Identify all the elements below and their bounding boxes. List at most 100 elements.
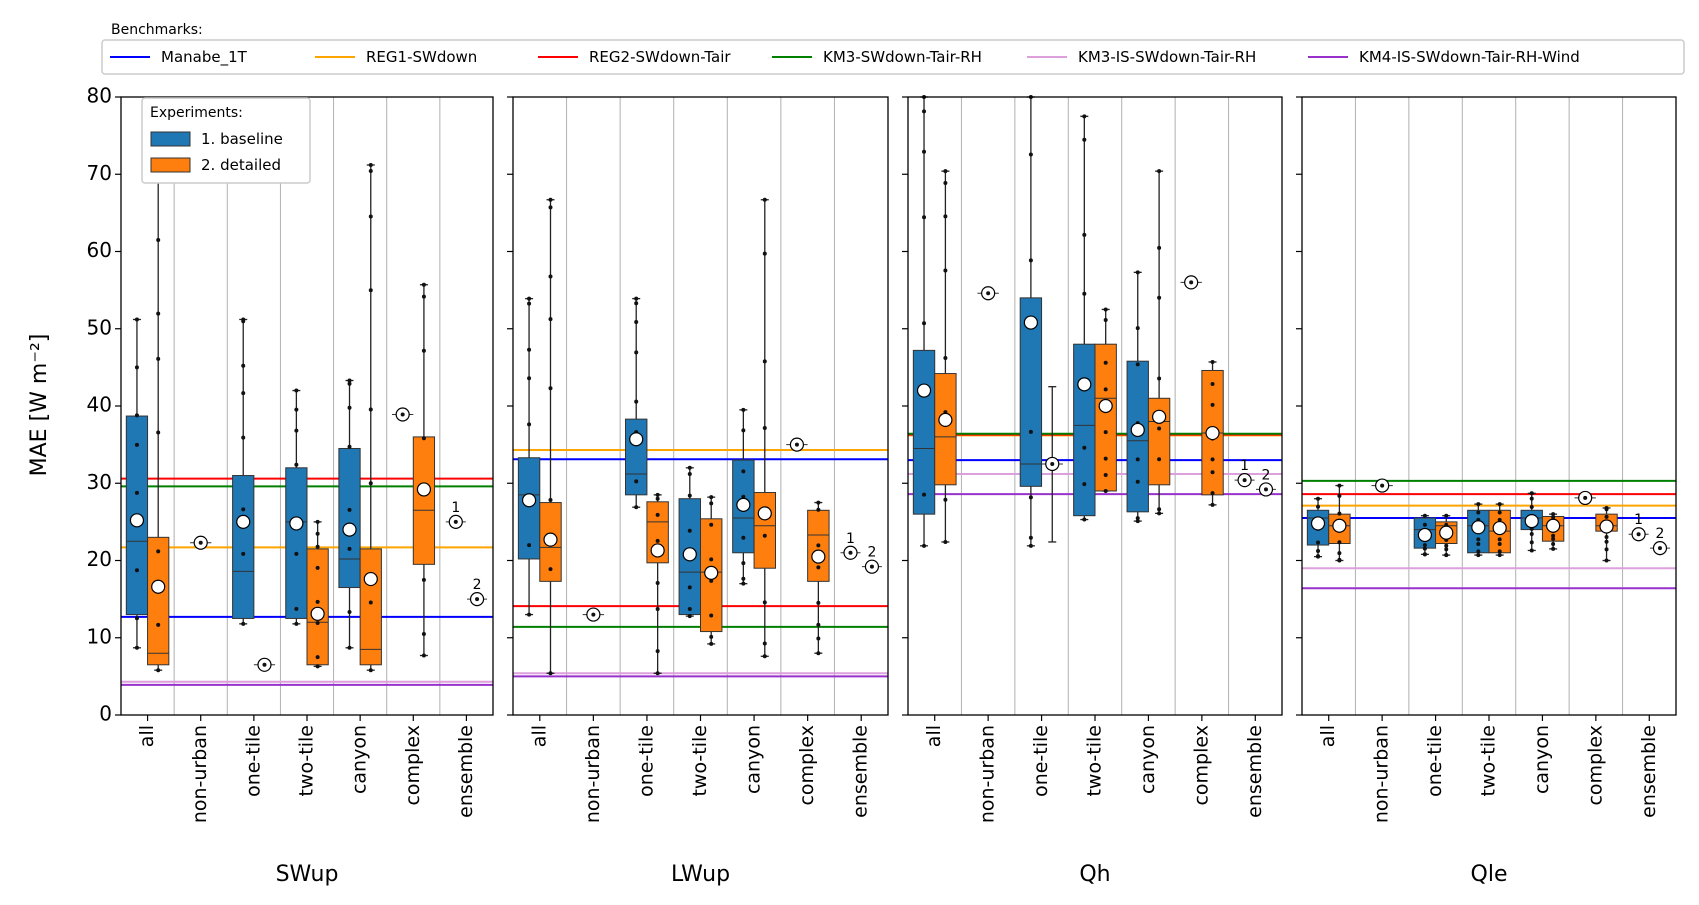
x-tick-label: ensemble — [1638, 725, 1660, 818]
data-point — [294, 462, 299, 467]
box — [147, 164, 170, 673]
single-value — [977, 286, 999, 301]
data-point — [741, 576, 746, 581]
panel-title: LWup — [671, 862, 730, 887]
single-value — [392, 407, 414, 422]
data-point — [134, 413, 139, 418]
data-point — [347, 645, 352, 650]
box — [1201, 359, 1224, 507]
data-point — [134, 442, 139, 447]
data-point — [421, 577, 426, 582]
x-tick-label: canyon — [743, 725, 765, 794]
data-point — [816, 600, 821, 605]
box — [934, 169, 957, 544]
data-point — [687, 465, 692, 470]
x-tick-label: one-tile — [635, 725, 657, 797]
data-point — [548, 317, 553, 322]
data-point — [687, 614, 692, 619]
mean-marker — [1599, 519, 1614, 534]
data-point — [848, 550, 853, 555]
data-point — [922, 543, 927, 548]
data-point — [655, 496, 660, 501]
box-iqr — [232, 475, 255, 619]
benchmark-legend-label: KM3-SWdown-Tair-RH — [823, 48, 982, 66]
data-point — [315, 544, 320, 549]
ensemble-marker: 1 — [445, 500, 466, 529]
data-point — [762, 426, 767, 431]
data-point — [1050, 461, 1055, 466]
mean-marker — [1130, 422, 1145, 438]
data-point — [548, 567, 553, 572]
data-point — [762, 197, 767, 202]
ensemble-marker: 1 — [1628, 512, 1649, 542]
data-point — [741, 561, 746, 566]
box-iqr — [285, 467, 308, 619]
data-point — [421, 436, 426, 441]
x-tick-label: non-urban — [977, 725, 999, 823]
data-point — [1476, 537, 1481, 542]
data-point — [347, 609, 352, 614]
data-point — [709, 522, 714, 527]
y-axis: 0 10 20 30 40 50 60 70 80 — [87, 84, 112, 726]
data-point — [198, 540, 203, 545]
data-point — [1210, 457, 1215, 462]
data-point — [294, 388, 299, 393]
box — [678, 465, 701, 619]
data-point — [1422, 522, 1427, 527]
data-point — [1529, 531, 1534, 536]
data-point — [943, 539, 948, 544]
mean-marker — [543, 532, 558, 547]
data-point — [762, 533, 767, 538]
data-point — [762, 251, 767, 256]
data-point — [1210, 359, 1215, 364]
data-point — [1189, 280, 1194, 285]
mean-marker — [129, 513, 145, 528]
data-point — [548, 497, 553, 502]
x-tick-label: complex — [1190, 725, 1212, 806]
data-point — [1380, 483, 1385, 488]
data-point — [591, 612, 596, 617]
data-point — [1082, 517, 1087, 522]
x-tick-label: all — [1317, 725, 1339, 747]
data-point — [1551, 546, 1556, 551]
data-point — [548, 197, 553, 202]
x-tick-label: canyon — [1137, 725, 1159, 794]
data-point — [1103, 387, 1108, 392]
x-tick-label: ensemble — [1244, 725, 1266, 818]
mean-marker — [916, 383, 932, 398]
box — [539, 197, 562, 676]
data-point — [1157, 457, 1162, 462]
y-tick-label: 20 — [87, 547, 112, 571]
data-point — [134, 365, 139, 370]
data-point — [816, 565, 821, 570]
data-point — [315, 664, 320, 669]
data-point — [1604, 534, 1609, 539]
data-point — [1529, 505, 1534, 510]
box-iqr — [753, 492, 776, 569]
data-point — [421, 348, 426, 353]
data-point — [655, 580, 660, 585]
benchmarks-legend-frame — [101, 39, 1685, 75]
data-point — [527, 543, 532, 548]
data-point — [241, 507, 246, 512]
data-point — [527, 376, 532, 381]
data-point — [869, 564, 874, 569]
box — [1094, 307, 1117, 493]
data-point — [1476, 502, 1481, 507]
data-point — [134, 568, 139, 573]
data-point — [741, 428, 746, 433]
data-point — [1444, 543, 1449, 548]
data-point — [762, 359, 767, 364]
box-iqr — [147, 536, 170, 666]
mean-marker — [757, 506, 772, 521]
box — [412, 282, 436, 658]
data-point — [368, 668, 373, 673]
data-point — [709, 641, 714, 646]
data-point — [368, 288, 373, 293]
data-point — [294, 407, 299, 412]
data-point — [634, 301, 639, 306]
data-point — [548, 386, 553, 391]
ensemble-label: 2 — [867, 545, 876, 561]
y-tick-label: 10 — [87, 624, 112, 648]
